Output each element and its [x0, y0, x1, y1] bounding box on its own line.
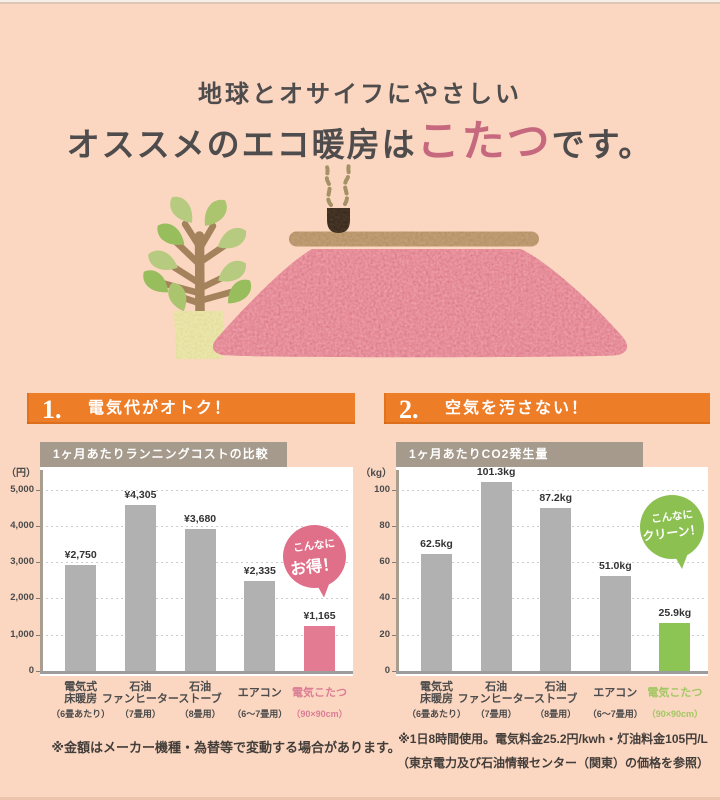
y-axis-line-1	[40, 470, 43, 674]
x-category-label: 石油 ファンヒーター	[457, 681, 535, 705]
y-tick-label: 0	[28, 665, 34, 676]
y-tick-label: 80	[379, 519, 390, 531]
x-category-label: 石油 ストーブ	[534, 681, 578, 705]
footnote-right-line1: ※1日8時間使用。電気料金25.2円/kwh・灯油料金105円/L	[398, 732, 708, 746]
bar-value-label: 62.5kg	[420, 538, 453, 550]
bar-1-4	[244, 581, 276, 671]
x-category-label: エアコン	[237, 687, 282, 699]
y-tick-label: 4,000	[10, 519, 34, 531]
bar-1-1	[65, 565, 97, 671]
y-tick-label: 1,000	[10, 628, 34, 640]
x-category-label: 石油 ファンヒーター	[101, 681, 179, 705]
tick-mark-0	[392, 671, 399, 672]
footnote-right: ※1日8時間使用。電気料金25.2円/kwh・灯油料金105円/L （東京電力及…	[383, 727, 720, 775]
y-tick-label: 2,000	[10, 592, 34, 604]
subtitle: 地球とオサイフにやさしい	[198, 82, 522, 108]
x-category-label: 電気こたつ	[292, 687, 347, 699]
section-header-1: 1. 電気代がオトク！	[27, 393, 355, 424]
x-category-note: （8畳用）	[535, 709, 577, 719]
gridline-5,000	[41, 489, 351, 492]
y-tick-label: 3,000	[10, 556, 34, 568]
section-label-2: 空気を汚さない！	[445, 400, 590, 417]
bar-2-5	[659, 623, 691, 671]
x-category-label: 電気こたつ	[647, 687, 703, 699]
x-category-note: （7畳用）	[119, 709, 161, 719]
footnote-right-line2: （東京電力及び石油情報センター（関東）の価格を参照）	[396, 756, 709, 770]
bar-1-5	[304, 626, 335, 671]
tick-mark-80	[392, 525, 399, 527]
y-axis-unit-1: （円）	[6, 468, 36, 479]
gridline-100	[397, 489, 706, 492]
bar-value-label: ¥2,335	[243, 565, 276, 577]
title-suffix: です。	[551, 128, 654, 164]
bar-value-label: 51.0kg	[598, 560, 632, 572]
y-axis-line-2	[396, 470, 399, 674]
gridline-4,000	[41, 525, 351, 528]
x-category-label: 電気式 床暖房	[64, 681, 98, 705]
bottom-hairline	[0, 797, 720, 800]
x-category-note: （6〜7畳用）	[587, 709, 643, 719]
y-tick-label: 40	[379, 592, 390, 604]
tick-mark-4,000	[36, 525, 43, 527]
bar-value-label: 25.9kg	[658, 607, 692, 619]
x-category-label: 電気式 床暖房	[420, 681, 453, 705]
bar-2-2	[480, 482, 512, 671]
tick-mark-2,000	[36, 598, 43, 600]
x-category-note: （7畳用）	[475, 709, 517, 719]
bar-1-3	[184, 529, 216, 671]
chart-title-band-1: 1ヶ月あたりランニングコストの比較	[40, 442, 287, 467]
x-category-note: （6畳あたり）	[406, 709, 466, 719]
footnote-left: ※金額はメーカー機種・為替等で変動する場合があります。	[51, 740, 401, 755]
section-number-2: 2.	[399, 395, 419, 424]
bar-1-2	[124, 505, 156, 671]
top-edge-strip	[0, 0, 720, 2]
page-title: オススメのエコ暖房はこたつです。	[0, 107, 720, 169]
tick-mark-40	[392, 598, 399, 600]
section-label-1: 電気代がオトク！	[88, 400, 233, 417]
y-tick-label: 60	[379, 556, 390, 568]
x-category-note: （90×90cm）	[646, 709, 704, 719]
bar-2-1	[421, 554, 452, 671]
x-category-label: エアコン	[593, 687, 638, 699]
callout-bubble-1: こんなに お得！	[282, 524, 346, 588]
y-tick-label: 100	[374, 483, 390, 495]
x-category-label: 石油 ストーブ	[178, 681, 222, 705]
bar-value-label: ¥1,165	[303, 610, 336, 622]
tick-mark-3,000	[36, 562, 43, 564]
x-category-note: （8畳用）	[179, 709, 221, 719]
tick-mark-20	[392, 634, 399, 636]
section-header-2: 2. 空気を汚さない！	[384, 393, 710, 424]
tick-mark-60	[392, 562, 399, 564]
x-category-note: （90×90cm）	[291, 709, 348, 719]
section-number-1: 1.	[42, 395, 62, 424]
tick-mark-100	[392, 489, 399, 491]
x-axis-line-2	[396, 671, 708, 674]
tick-mark-1,000	[36, 634, 43, 636]
bar-value-label: ¥2,750	[64, 549, 97, 561]
bar-value-label: 101.3kg	[476, 466, 516, 478]
chart-title-band-2: 1ヶ月あたりCO2発生量	[396, 442, 643, 467]
bar-value-label: 87.2kg	[539, 492, 573, 504]
y-tick-label: 20	[379, 628, 390, 640]
bar-2-4	[599, 576, 631, 671]
callout-bubble-2: こんなに クリーン！	[640, 495, 704, 559]
x-category-note: （6畳あたり）	[51, 709, 111, 719]
y-axis-unit-2: （kg）	[360, 468, 392, 479]
bar-value-label: ¥3,680	[184, 513, 217, 525]
bar-2-3	[540, 508, 572, 671]
y-tick-label: 5,000	[10, 483, 34, 495]
tick-mark-5,000	[36, 489, 43, 491]
y-tick-label: 0	[384, 665, 390, 676]
title-prefix: オススメのエコ暖房は	[66, 128, 417, 164]
bar-value-label: ¥4,305	[124, 489, 157, 501]
tick-mark-0	[36, 671, 43, 672]
top-hairline	[0, 2, 720, 4]
x-axis-line-1	[40, 671, 353, 674]
title-highlight-kotatsu: こたつ	[416, 119, 552, 166]
x-category-note: （6〜7畳用）	[232, 709, 288, 719]
